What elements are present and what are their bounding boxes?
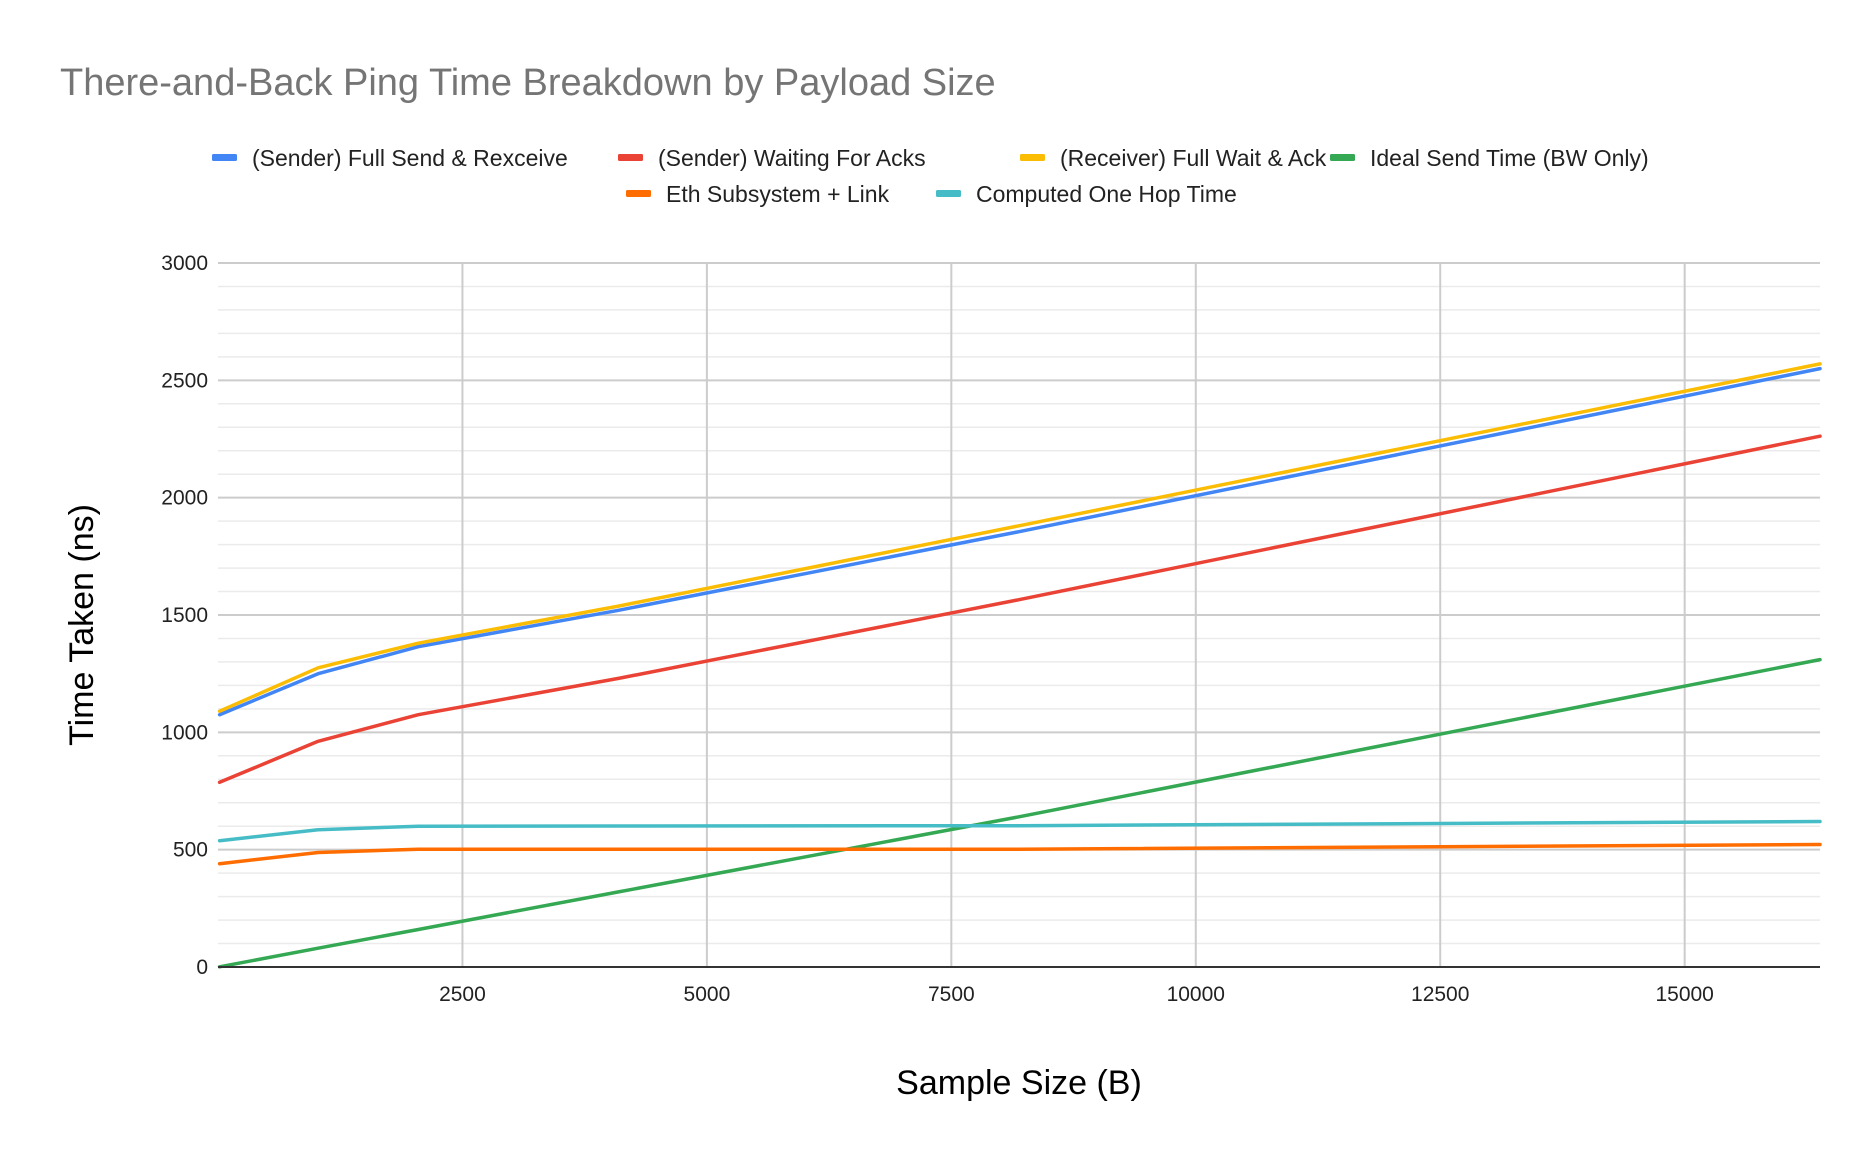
series-line [217,819,1822,843]
legend-item: (Receiver) Full Wait & Ack [1020,145,1327,171]
legend-swatch [1330,154,1355,161]
legend-item: Ideal Send Time (BW Only) [1330,145,1649,171]
legend-swatch [936,190,961,197]
x-axis-title: Sample Size (B) [896,1064,1142,1102]
y-tick-label: 3000 [161,252,208,275]
x-tick-label: 7500 [928,983,975,1006]
y-tick-label: 2000 [161,487,208,510]
y-axis-title: Time Taken (ns) [63,504,101,746]
x-tick-label: 5000 [684,983,731,1006]
series-line [217,842,1822,866]
legend-item: Eth Subsystem + Link [626,181,890,207]
x-tick-label: 12500 [1411,983,1469,1006]
x-tick-label: 2500 [439,983,486,1006]
y-tick-label: 2500 [161,369,208,392]
x-tick-label: 10000 [1167,983,1225,1006]
chart-legend: (Sender) Full Send & Rexceive (Sender) Wa… [212,145,1649,207]
y-tick-label: 500 [173,839,208,862]
series-line [217,362,1822,713]
legend-item: (Sender) Full Send & Rexceive [212,145,568,171]
y-tick-label: 0 [196,956,208,979]
legend-swatch [626,190,651,197]
legend-label: (Sender) Waiting For Acks [658,145,926,171]
series-lines [217,362,1822,969]
legend-label: (Sender) Full Send & Rexceive [252,145,568,171]
series-line [217,434,1822,785]
series-line [217,657,1822,969]
legend-swatch [1020,154,1045,161]
series-line [217,366,1822,717]
x-tick-labels: 2500 5000 7500 10000 12500 15000 [439,983,1714,1006]
major-gridlines [218,262,1820,967]
y-tick-label: 1500 [161,604,208,627]
legend-item: Computed One Hop Time [936,181,1237,207]
x-tick-label: 15000 [1655,983,1713,1006]
legend-label: (Receiver) Full Wait & Ack [1060,145,1327,171]
y-tick-labels: 0 500 1000 1500 2000 2500 3000 [161,252,208,979]
legend-swatch [618,154,643,161]
legend-label: Ideal Send Time (BW Only) [1370,145,1649,171]
chart-title: There-and-Back Ping Time Breakdown by Pa… [60,62,996,104]
legend-item: (Sender) Waiting For Acks [618,145,926,171]
y-tick-label: 1000 [161,721,208,744]
legend-swatch [212,154,237,161]
legend-label: Computed One Hop Time [976,181,1237,207]
legend-label: Eth Subsystem + Link [666,181,890,207]
